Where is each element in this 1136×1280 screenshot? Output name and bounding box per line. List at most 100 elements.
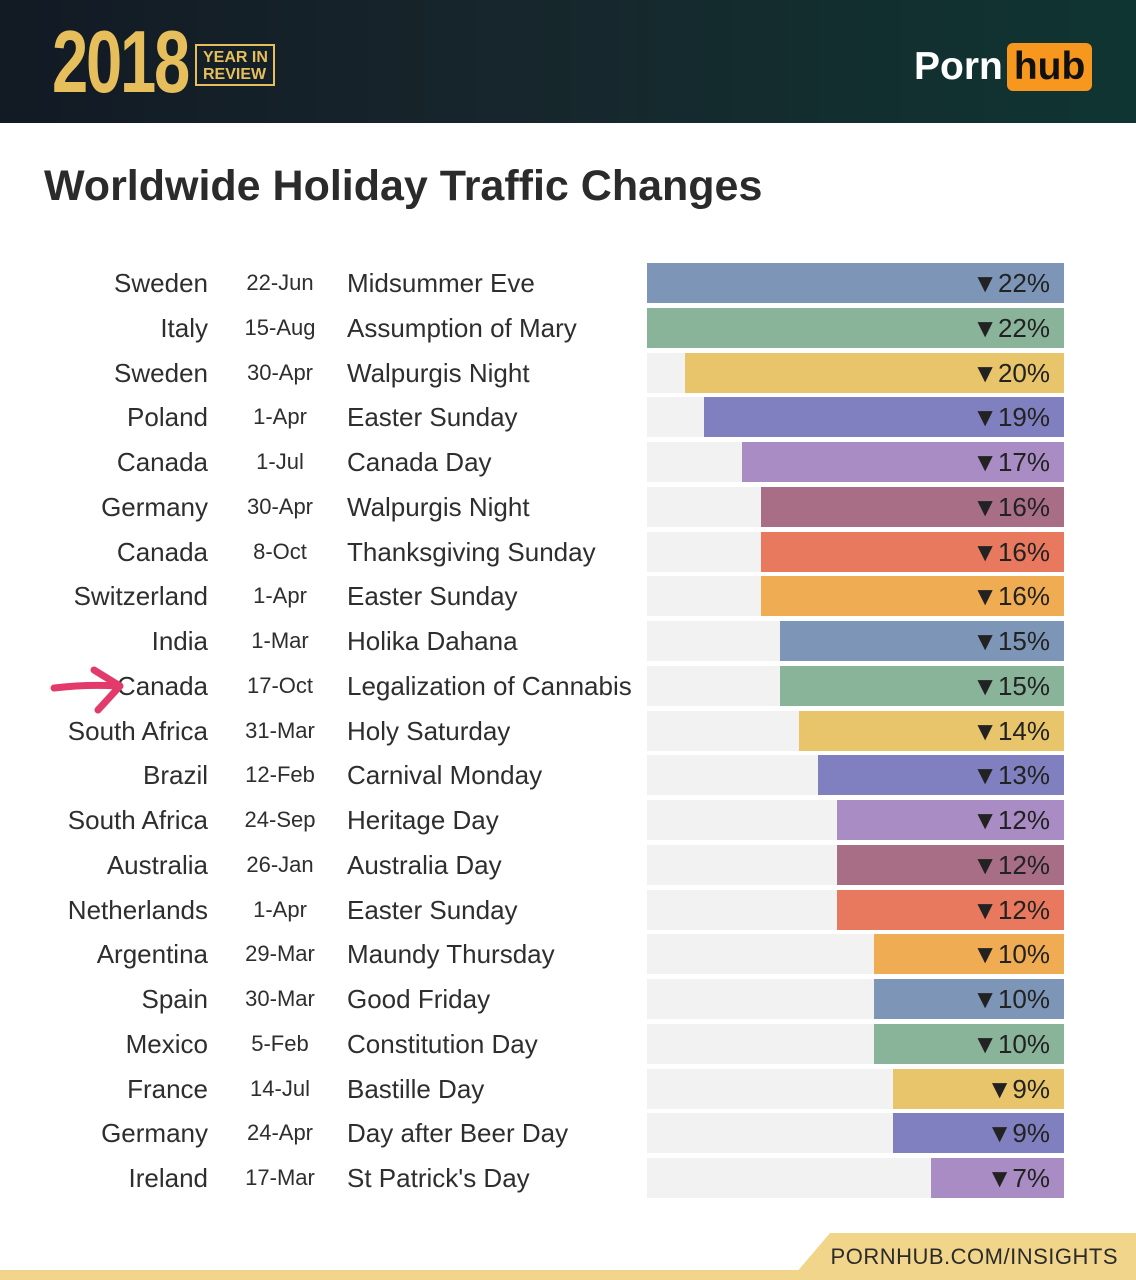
row-country: Australia (106, 849, 208, 880)
bar (647, 263, 1064, 303)
bar-value-label: ▼16% (972, 491, 1050, 522)
row-country: Canada (116, 447, 208, 477)
row-country: Ireland (128, 1163, 209, 1193)
bar-value-label: ▼22% (972, 312, 1050, 343)
bar (760, 576, 1064, 617)
row-holiday: Canada Day (347, 447, 492, 477)
bar-value-label: ▼9% (986, 1118, 1050, 1149)
bar (779, 621, 1064, 661)
row-date: 14-Jul (250, 1075, 310, 1101)
bar-value-label: ▼13% (972, 760, 1050, 791)
row-holiday: Australia Day (347, 849, 502, 880)
row-date: 17-Oct (246, 672, 314, 698)
row-date: 30-Apr (246, 359, 314, 385)
row-date: 8-Oct (253, 538, 307, 564)
bar (779, 665, 1064, 706)
bar-value-label: ▼15% (972, 626, 1050, 656)
row-holiday: Walpurgis Night (347, 357, 530, 388)
row-date: 29-Mar (245, 941, 315, 967)
bar-value-label: ▼20% (972, 357, 1050, 388)
row-date: 5-Feb (251, 1030, 309, 1056)
row-country: Germany (101, 491, 208, 522)
row-country: Spain (141, 984, 209, 1014)
bar-value-label: ▼22% (972, 268, 1050, 298)
bar (703, 397, 1064, 438)
row-date: 26-Jan (246, 851, 314, 877)
row-country: Germany (101, 1118, 208, 1149)
bar (760, 531, 1064, 572)
row-date: 1-Apr (253, 404, 307, 430)
row-holiday: Holy Saturday (347, 715, 511, 746)
row-holiday: Easter Sunday (347, 581, 518, 612)
row-country: France (127, 1073, 208, 1104)
row-date: 15-Aug (244, 314, 316, 340)
bar (741, 442, 1064, 482)
row-holiday: Heritage Day (347, 805, 499, 835)
row-country: Argentina (96, 939, 208, 970)
row-date: 1-Apr (253, 583, 307, 609)
row-date: 31-Mar (245, 717, 315, 743)
row-holiday: Maundy Thursday (347, 939, 555, 970)
row-holiday: Holika Dahana (347, 626, 518, 656)
bar-value-label: ▼15% (972, 670, 1050, 701)
row-date: 24-Sep (244, 807, 316, 832)
row-holiday: Easter Sunday (347, 894, 518, 925)
brand-logo-right: hub (1006, 43, 1093, 91)
bar-value-label: ▼7% (986, 1163, 1050, 1193)
row-holiday: Midsummer Eve (347, 268, 535, 298)
bar (893, 1113, 1064, 1154)
bar (874, 979, 1064, 1019)
row-date: 1-Apr (253, 896, 307, 922)
bar-value-label: ▼9% (986, 1073, 1050, 1104)
brand-logo-left: Porn (914, 45, 1003, 88)
annotation-arrow-icon (50, 666, 124, 714)
bar (798, 710, 1064, 751)
bar-value-label: ▼10% (972, 984, 1050, 1014)
bar (836, 800, 1064, 840)
row-holiday: Legalization of Cannabis (347, 670, 632, 701)
year-in-review-badge: YEAR IN REVIEW (195, 44, 275, 86)
row-date: 24-Apr (246, 1120, 314, 1146)
bar-value-label: ▼12% (972, 894, 1050, 925)
row-country: Brazil (142, 760, 208, 791)
bar (760, 486, 1064, 527)
row-holiday: Assumption of Mary (347, 312, 577, 343)
brand-logo: Porn hub (914, 42, 1093, 92)
row-date: 30-Apr (246, 493, 314, 519)
row-holiday: Bastille Day (347, 1073, 485, 1104)
header-banner: 2018 YEAR IN REVIEW Porn hub (0, 0, 1136, 123)
bar-value-label: ▼17% (972, 447, 1050, 477)
bar (874, 934, 1064, 975)
bar (836, 889, 1064, 930)
bar-value-label: ▼12% (972, 849, 1050, 880)
bar (874, 1023, 1064, 1064)
row-holiday: Thanksgiving Sunday (347, 536, 596, 567)
row-date: 1-Jul (256, 449, 304, 474)
row-holiday: Carnival Monday (347, 760, 543, 791)
footer-band (0, 1270, 1136, 1280)
row-date: 22-Jun (246, 270, 314, 295)
row-country: Switzerland (73, 581, 208, 612)
row-country: India (151, 626, 208, 656)
row-country: Sweden (114, 268, 208, 298)
row-country: Canada (116, 536, 208, 567)
row-country: Italy (160, 312, 208, 343)
row-country: Canada (116, 670, 208, 701)
bar-value-label: ▼16% (972, 581, 1050, 612)
bar (684, 352, 1064, 393)
row-date: 30-Mar (245, 986, 315, 1011)
bar (931, 1158, 1064, 1198)
row-holiday: St Patrick's Day (347, 1163, 530, 1193)
row-country: Mexico (125, 1028, 208, 1059)
row-date: 12-Feb (245, 762, 315, 788)
row-country: South Africa (67, 715, 208, 746)
footer-link[interactable]: PORNHUB.COM/INSIGHTS (830, 1244, 1118, 1269)
bar-value-label: ▼14% (972, 715, 1050, 746)
year-heading: 2018 (52, 12, 190, 111)
row-holiday: Good Friday (347, 984, 491, 1014)
bar-value-label: ▼10% (972, 1028, 1050, 1059)
row-date: 1-Mar (251, 628, 309, 653)
row-country: Poland (127, 402, 208, 433)
bar-value-label: ▼10% (972, 939, 1050, 970)
row-country: Netherlands (67, 894, 208, 925)
